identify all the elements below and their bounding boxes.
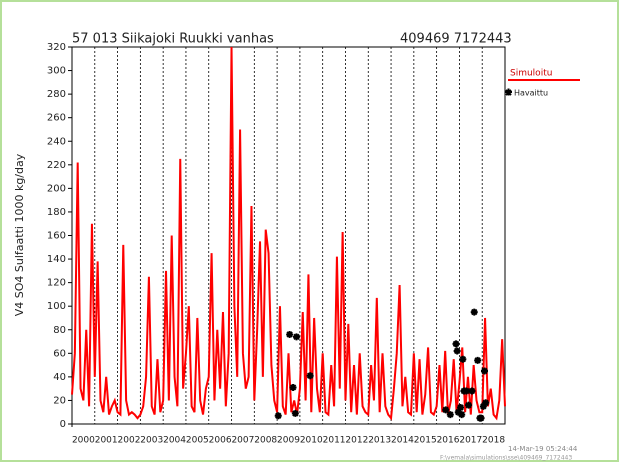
x-tick-label: 2000 [72,436,95,446]
x-tick-label: 2004 [163,436,186,446]
x-tick-label: 2013 [368,436,391,446]
x-tick-label: 2003 [140,436,163,446]
x-tick-label: 2009 [277,436,300,446]
observed-marker [291,409,299,417]
y-tick-label: 160 [47,231,66,242]
x-tick-label: 2002 [118,436,141,446]
y-tick-label: 40 [53,372,66,383]
x-tick-label: 2018 [482,436,505,446]
observed-marker [292,333,300,341]
x-tick-label: 2006 [209,436,232,446]
observed-marker [470,308,478,316]
y-tick-label: 300 [47,66,66,77]
observed-marker [479,402,487,410]
plot-area [71,46,506,425]
observed-marker [457,404,465,412]
x-tick-label: 2010 [300,436,323,446]
x-tick-label: 2007 [231,436,254,446]
observed-marker [446,411,454,419]
observed-marker [458,411,466,419]
observed-marker [480,367,488,375]
y-tick-label: 220 [47,160,66,171]
x-tick-label: 2005 [186,436,209,446]
y-tick-label: 0 [60,419,66,430]
x-tick-label: 2014 [391,436,414,446]
observed-marker [462,387,470,395]
legend-swatch [505,88,512,96]
x-tick-label: 2011 [323,436,346,446]
x-tick-label: 2016 [437,436,460,446]
observed-marker [306,372,314,380]
x-tick-label: 2015 [414,436,437,446]
observed-marker [474,356,482,364]
observed-marker [482,399,490,407]
observed-marker [442,406,450,414]
legend-label: Havaittu [514,89,548,98]
y-tick-label: 200 [47,183,66,194]
chart-title: 57 013 Siikajoki Ruukki vanhas [72,32,274,47]
observed-marker [454,408,462,416]
y-tick-label: 80 [53,325,66,336]
observed-marker [289,383,297,391]
y-axis-label: V4 SO4 Sulfaatti 1000 kg/day [13,153,26,316]
y-tick-label: 20 [53,395,66,406]
y-tick-label: 320 [47,42,66,53]
x-tick-label: 2017 [459,436,482,446]
y-tick-label: 140 [47,254,66,265]
x-tick-label: 2008 [254,436,277,446]
observed-marker [465,401,473,409]
observed-marker [453,347,461,355]
observed-marker [459,355,467,363]
y-tick-label: 100 [47,301,66,312]
legend-label: Simuloitu [510,69,552,79]
observed-marker [468,387,476,395]
timestamp: 14-Mar-19 05:24:44 [508,445,578,453]
chart-subtitle: 409469 7172443 [400,32,512,47]
y-tick-label: 180 [47,207,66,218]
y-tick-label: 60 [53,348,66,359]
observed-marker [286,330,294,338]
y-tick-label: 260 [47,113,66,124]
y-tick-label: 120 [47,278,66,289]
file-path: F:\vemala\simulations\sse\409469_7172443 [440,455,572,462]
x-tick-label: 2012 [345,436,368,446]
simulated-line [71,46,506,421]
observed-marker [452,340,460,348]
x-tick-label: 2001 [95,436,118,446]
y-tick-label: 240 [47,136,66,147]
y-tick-label: 280 [47,89,66,100]
observed-marker [274,412,282,420]
observed-marker [477,414,485,422]
